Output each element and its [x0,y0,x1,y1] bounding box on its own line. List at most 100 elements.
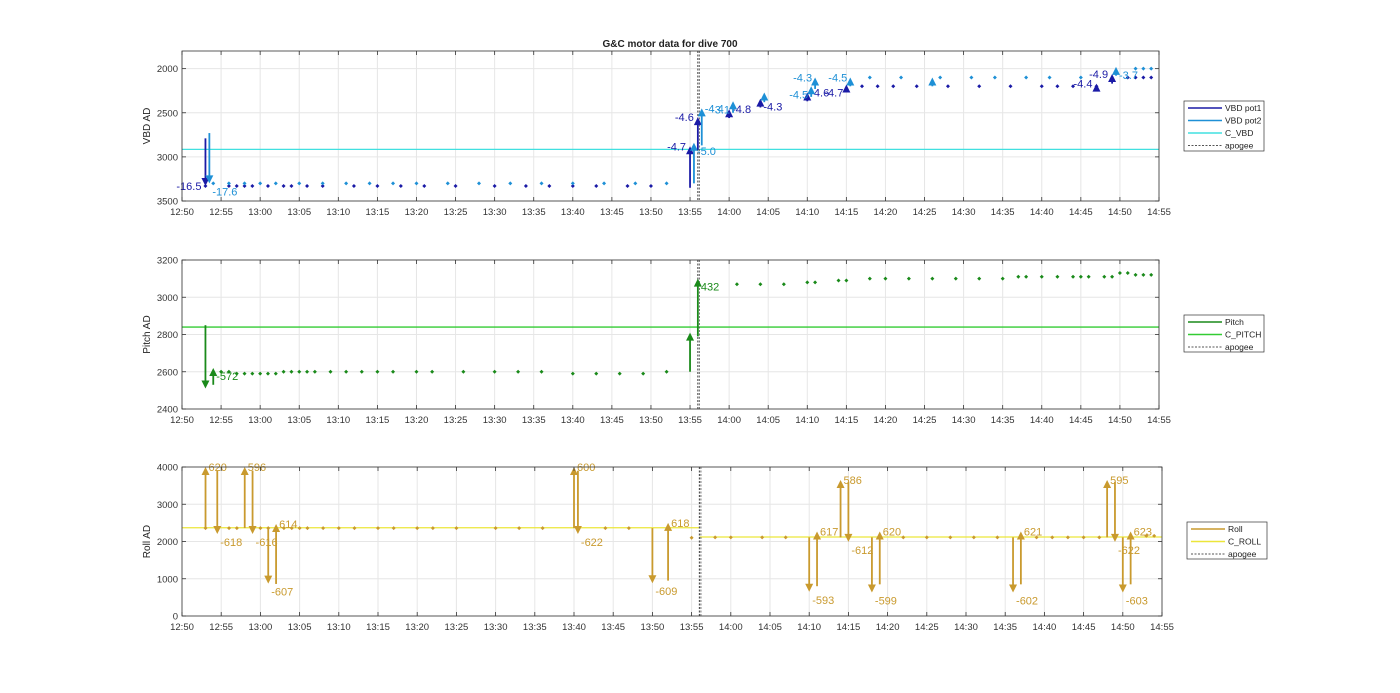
x-tick-label: 14:20 [874,415,898,426]
data-point [375,184,380,188]
x-tick-label: 14:30 [954,622,978,633]
arrow-head [1092,83,1101,92]
data-point [1125,271,1130,276]
data-label: -4.5 [828,72,847,84]
legend-box [1186,521,1268,560]
x-tick-label: 14:15 [834,207,858,218]
data-point [570,181,575,186]
arrow-head [928,77,937,86]
data-point [594,184,599,188]
data-point [1055,84,1060,89]
x-tick-label: 12:55 [209,207,233,218]
data-point [281,184,286,188]
x-tick-label: 14:40 [1030,415,1054,426]
data-point [760,535,765,540]
arrow-head [693,117,702,126]
data-point [376,526,380,531]
data-label: -3.1 [711,104,730,116]
x-tick-label: 13:40 [561,415,585,426]
data-point [734,282,739,287]
arrow-head [867,584,876,593]
y-tick-label: 4000 [157,463,178,474]
data-point [1149,66,1154,71]
arrow-head [875,531,884,540]
data-point [1078,274,1083,279]
data-point [1071,84,1076,89]
data-point [689,535,694,540]
data-point [1141,66,1146,71]
data-point [602,181,607,186]
x-tick-label: 14:50 [1108,415,1132,426]
data-label: 596 [248,462,266,474]
data-point [891,84,896,89]
y-tick-label: 3000 [157,152,178,163]
arrow-head [1009,584,1018,593]
data-point [617,371,622,376]
arrow-head [248,526,257,535]
arrow-head [729,101,738,110]
x-tick-label: 12:50 [170,207,194,218]
data-point [1141,272,1146,277]
arrow-head [201,380,210,389]
x-tick-label: 14:20 [876,622,900,633]
arrow-head [201,467,210,475]
data-point [242,184,247,188]
data-point [1047,75,1052,80]
data-point [1110,274,1115,279]
data-point [875,84,880,89]
data-point [351,184,356,188]
x-tick-label: 13:30 [483,415,507,426]
arrow-head [573,526,582,535]
arrow-head [693,278,702,287]
arrow-head [1108,73,1117,82]
data-point [211,181,216,186]
x-tick-label: 13:15 [366,207,390,218]
data-point [273,371,278,376]
arrow-head [844,533,853,542]
x-tick-label: 13:35 [523,622,547,633]
data-point [938,75,943,80]
arrow-head [805,583,814,592]
data-point [1097,535,1102,540]
legend-label: apogee [1228,549,1257,559]
data-point [539,369,544,374]
data-point [352,526,357,531]
data-point [391,526,396,531]
legend-label: apogee [1225,141,1254,151]
x-tick-label: 13:00 [248,415,272,426]
legend-box [1183,100,1265,152]
data-label: -4.3 [763,102,782,114]
data-point [594,371,599,376]
data-point [265,184,270,188]
data-point [1008,84,1013,89]
x-tick-label: 14:20 [874,207,898,218]
x-tick-label: 13:35 [522,415,546,426]
data-label: -4.7 [824,88,843,100]
data-point [398,184,403,188]
data-point [930,276,935,281]
data-point [359,369,364,374]
y-tick-label: 2400 [157,405,178,416]
x-tick-label: 14:05 [756,415,780,426]
data-point [783,535,788,540]
x-tick-label: 14:50 [1108,207,1132,218]
data-point [258,526,263,531]
data-point [297,526,302,531]
y-tick-label: 3500 [157,197,178,208]
x-tick-label: 14:45 [1069,207,1093,218]
x-tick-label: 14:35 [991,415,1015,426]
data-point [1152,533,1157,538]
data-label: -612 [851,545,873,557]
arrow-head [205,175,214,184]
data-point [1102,274,1107,279]
data-point [1149,75,1154,80]
arrow-head [240,467,249,475]
data-label: 621 [1024,526,1042,538]
data-label: -4.6 [810,87,829,99]
x-tick-label: 13:10 [326,207,350,218]
data-label: 600 [577,462,595,474]
y-tick-label: 2000 [157,537,178,548]
x-tick-label: 14:10 [797,622,821,633]
x-tick-label: 13:20 [405,207,429,218]
data-point [867,75,872,80]
